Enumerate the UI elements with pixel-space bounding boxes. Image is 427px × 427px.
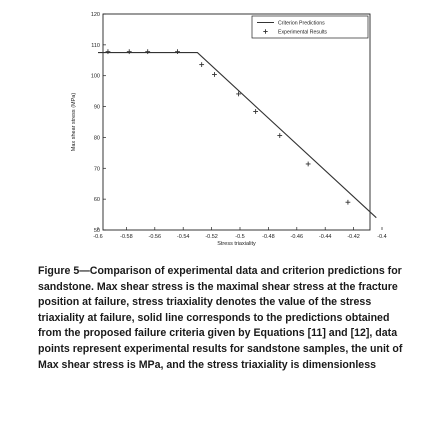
y-axis-label: Max shear stress (MPa) bbox=[71, 93, 77, 152]
criterion-prediction-line bbox=[98, 52, 377, 219]
x-tick-label: -0.42 bbox=[347, 234, 360, 240]
x-tick-label: -0.44 bbox=[319, 234, 332, 240]
experimental-point bbox=[145, 49, 151, 55]
plot-frame bbox=[102, 13, 371, 231]
x-tick-label: -0.48 bbox=[262, 234, 275, 240]
y-tick-label: 100 bbox=[91, 74, 100, 80]
figure-caption: Figure 5—Comparison of experimental data… bbox=[38, 265, 403, 371]
legend-label-experimental: Experimental Results bbox=[278, 30, 327, 36]
y-tick-label: 80 bbox=[94, 135, 100, 141]
experimental-point bbox=[212, 72, 217, 77]
y-tick-label: 110 bbox=[91, 43, 100, 49]
experimental-point bbox=[175, 49, 180, 55]
y-tick-label: 50 bbox=[94, 228, 100, 234]
experimental-point bbox=[126, 49, 132, 55]
experimental-point bbox=[199, 62, 205, 68]
y-tick-label: 70 bbox=[94, 166, 100, 172]
y-tick-label: 60 bbox=[94, 197, 100, 203]
experimental-point bbox=[253, 109, 259, 114]
x-tick-label: -0.58 bbox=[120, 234, 133, 240]
y-tick-label: 120 bbox=[91, 12, 100, 18]
experimental-point bbox=[345, 199, 351, 205]
legend-box bbox=[251, 15, 369, 39]
legend-label-criterion: Criterion Predictions bbox=[278, 21, 325, 27]
x-tick-label: -0.5 bbox=[235, 234, 244, 240]
x-tick-label: -0.54 bbox=[177, 234, 190, 240]
y-tick-label: 90 bbox=[94, 105, 100, 111]
x-axis-ticks: -0.6 -0.58 -0.56 -0.54 -0.52 -0.5 -0.48 -0.46 -0… bbox=[93, 227, 387, 240]
x-tick-label: -0.52 bbox=[205, 234, 218, 240]
y-axis-ticks: 50 60 70 80 90 100 110 120 bbox=[91, 12, 106, 234]
x-axis-label: Stress triaxiality bbox=[217, 241, 256, 247]
x-tick-label: -0.6 bbox=[93, 234, 102, 240]
experimental-point bbox=[277, 133, 283, 138]
series-layer bbox=[98, 49, 377, 219]
x-tick-label: -0.46 bbox=[291, 234, 304, 240]
chart-legend: Criterion Predictions Experimental Result… bbox=[251, 15, 369, 39]
plot-border bbox=[102, 13, 371, 231]
x-tick-label: -0.56 bbox=[149, 234, 162, 240]
experimental-point bbox=[105, 49, 111, 55]
x-tick-label: -0.4 bbox=[377, 234, 386, 240]
experimental-point bbox=[236, 91, 241, 97]
experimental-point bbox=[305, 161, 311, 167]
